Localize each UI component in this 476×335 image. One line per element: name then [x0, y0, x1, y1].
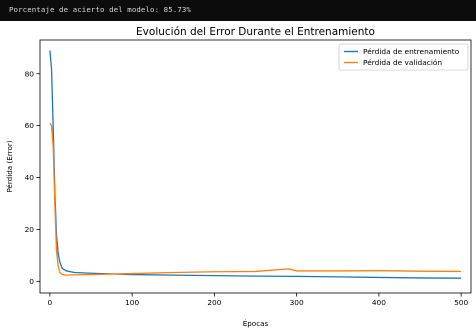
x-tick-label: 400 — [372, 298, 386, 307]
axes-frame — [39, 39, 472, 294]
console-output-bar: Porcentaje de acierto del modelo: 85.73% — [0, 0, 476, 21]
y-tick-label: 60 — [25, 121, 35, 130]
validation-loss-line — [49, 122, 462, 276]
x-tick-label: 200 — [207, 298, 221, 307]
x-tick-label: 500 — [454, 298, 468, 307]
y-tick-label: 0 — [29, 277, 34, 286]
legend-box — [338, 43, 469, 71]
y-tick-label: 80 — [25, 69, 35, 78]
y-tick-label: 40 — [25, 173, 35, 182]
chart-title: Evolución del Error Durante el Entrenami… — [136, 26, 375, 38]
loss-chart-svg: 0 100 200 300 400 500 0 20 40 60 80 Evolución del… — [0, 21, 476, 331]
x-axis-label: Épocas — [243, 319, 269, 328]
legend-label-train: Pérdida de entrenamiento — [363, 47, 460, 56]
plot-content — [49, 50, 462, 279]
x-tick-label: 300 — [290, 298, 304, 307]
x-axis-ticks: 0 100 200 300 400 500 — [48, 293, 468, 307]
figure-background — [0, 21, 476, 331]
loss-chart: 0 100 200 300 400 500 0 20 40 60 80 Evolución del… — [0, 21, 476, 331]
legend-label-validation: Pérdida de validación — [363, 58, 442, 67]
y-axis-ticks: 0 20 40 60 80 — [25, 69, 40, 286]
y-axis-label: Pérdida (Error) — [5, 140, 14, 192]
x-tick-label: 0 — [48, 298, 53, 307]
x-tick-label: 100 — [125, 298, 139, 307]
y-tick-label: 20 — [25, 225, 35, 234]
accuracy-output-text: Porcentaje de acierto del modelo: 85.73% — [9, 5, 191, 14]
legend: Pérdida de entrenamiento Pérdida de vali… — [338, 43, 469, 71]
